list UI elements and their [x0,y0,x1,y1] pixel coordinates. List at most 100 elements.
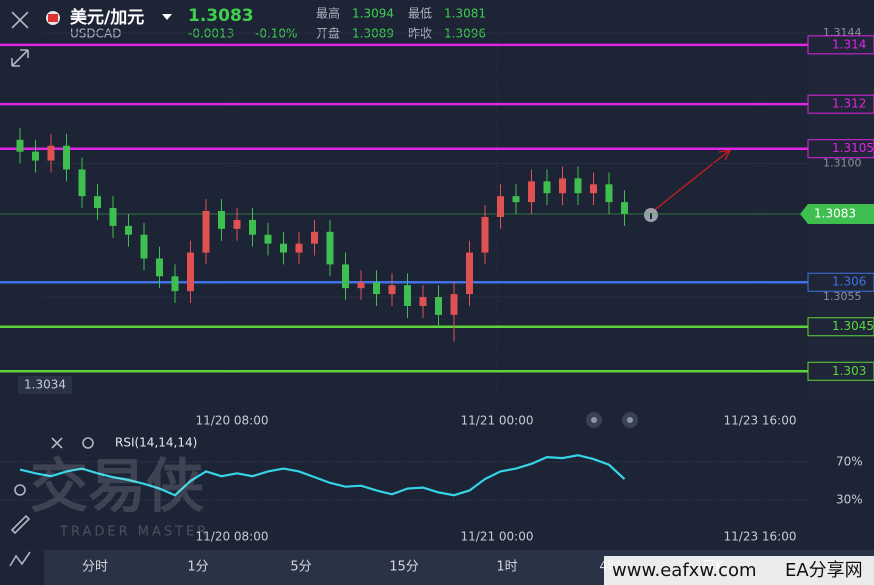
rsi-title: RSI(14,14,14) [115,436,197,450]
candle-body [295,243,303,253]
candle-body [218,211,225,229]
timeframe-tab[interactable]: 15分 [389,560,419,575]
candle-body [109,208,117,226]
candle-body [435,297,442,315]
candle-body [171,276,179,292]
symbol-dropdown[interactable] [162,14,172,20]
site-banner [604,556,874,585]
level-label-box [807,317,874,337]
candle-body [249,219,256,235]
candle-body [404,285,411,306]
candle-body [481,216,489,253]
watermark-logo: 交易侠 [30,452,204,520]
candle-body [543,181,551,194]
expand-button[interactable] [11,49,29,67]
y-tick-label: 1.3055 [823,290,862,303]
candle-body [450,294,458,315]
level-label: 1.3045 [832,319,874,333]
candle-body [264,234,272,244]
rsi-settings[interactable] [82,437,94,449]
x-tick-label: 11/23 16:00 [724,530,797,544]
price-change-pct: -0.10% [255,27,297,41]
site-name: EA分享网 [785,560,863,581]
stat-value: 1.3094 [352,7,394,21]
timeframe-tab[interactable]: 分时 [82,560,108,575]
candle-body [373,282,380,295]
toolbar [9,11,31,567]
chart-type-button[interactable] [9,551,31,567]
x-tick-label: 11/23 16:00 [724,414,797,428]
stat-label: 昨收 [408,27,432,41]
timeframe-tab[interactable]: 1时 [496,560,517,575]
flag-icon [48,14,58,22]
level-label: 1.3105 [832,141,874,155]
candle-body [326,231,334,265]
level-label-box [807,35,874,55]
level-label: 1.306 [832,275,866,289]
draw-button[interactable] [10,514,31,535]
scroll-dot [591,417,597,423]
candle-body [357,282,365,289]
level-label-box [807,361,874,381]
low-marker-label: 1.3034 [24,378,66,392]
rsi-close[interactable] [51,437,63,449]
candle-body [233,219,241,229]
x-tick-label: 11/21 00:00 [461,530,534,544]
level-label-box [807,139,874,159]
rsi-line [19,454,626,497]
candle-body [590,184,597,194]
close-button[interactable] [11,11,29,29]
symbol-code: USDCAD [70,27,121,41]
candle-body [388,285,396,295]
arrow-head [718,149,731,161]
candle-body [342,264,349,289]
candle-body [559,178,566,194]
candle-body [280,243,287,253]
candle-body [202,211,210,253]
candle-body [63,145,70,170]
level-label-box [807,94,874,114]
candle-body [311,231,318,244]
candle-body [621,202,628,214]
last-price: 1.3083 [188,6,254,26]
stat-label: 最高 [316,6,340,21]
site-url: www.eafxw.com [612,560,757,581]
candle-body [32,151,39,161]
symbol-name[interactable]: 美元/加元 [70,7,144,28]
low-marker-box [18,376,72,394]
last-price-box [800,203,874,224]
candle-body [16,139,24,152]
candle-body [156,258,163,277]
watermark-logo-sub: TRADER MASTER [59,525,209,540]
last-price-label: 1.3083 [814,206,856,220]
x-tick-label: 11/20 08:00 [196,414,269,428]
candle-body [419,297,427,306]
candle-body [78,169,86,197]
stat-value: 1.3081 [444,7,486,21]
timeframe-tab[interactable]: 5分 [290,560,311,575]
candle-body [466,252,473,295]
y-tick-label: 30% [836,493,863,507]
candle-body [574,178,582,194]
candle-body [125,225,132,235]
level-label: 1.303 [832,364,866,378]
candle-body [497,196,504,217]
info-icon-glyph [650,213,652,219]
timeframe-tab[interactable]: 1分 [187,560,208,575]
indicator-button[interactable] [14,484,26,496]
candle-body [187,252,194,292]
level-label: 1.312 [832,97,866,111]
stat-label: 最低 [408,7,432,21]
header: 美元/加元 USDCAD 1.3083 -0.0013 -0.10% [46,6,297,41]
y-tick-label: 70% [836,454,863,468]
candle-body [605,184,613,203]
price-change: -0.0013 [188,27,234,41]
stat-value: 1.3089 [352,27,394,41]
candle-body [47,145,55,161]
candle-body [512,196,520,203]
level-label-box [807,272,874,292]
candle-body [94,196,101,209]
level-label: 1.314 [832,37,866,51]
